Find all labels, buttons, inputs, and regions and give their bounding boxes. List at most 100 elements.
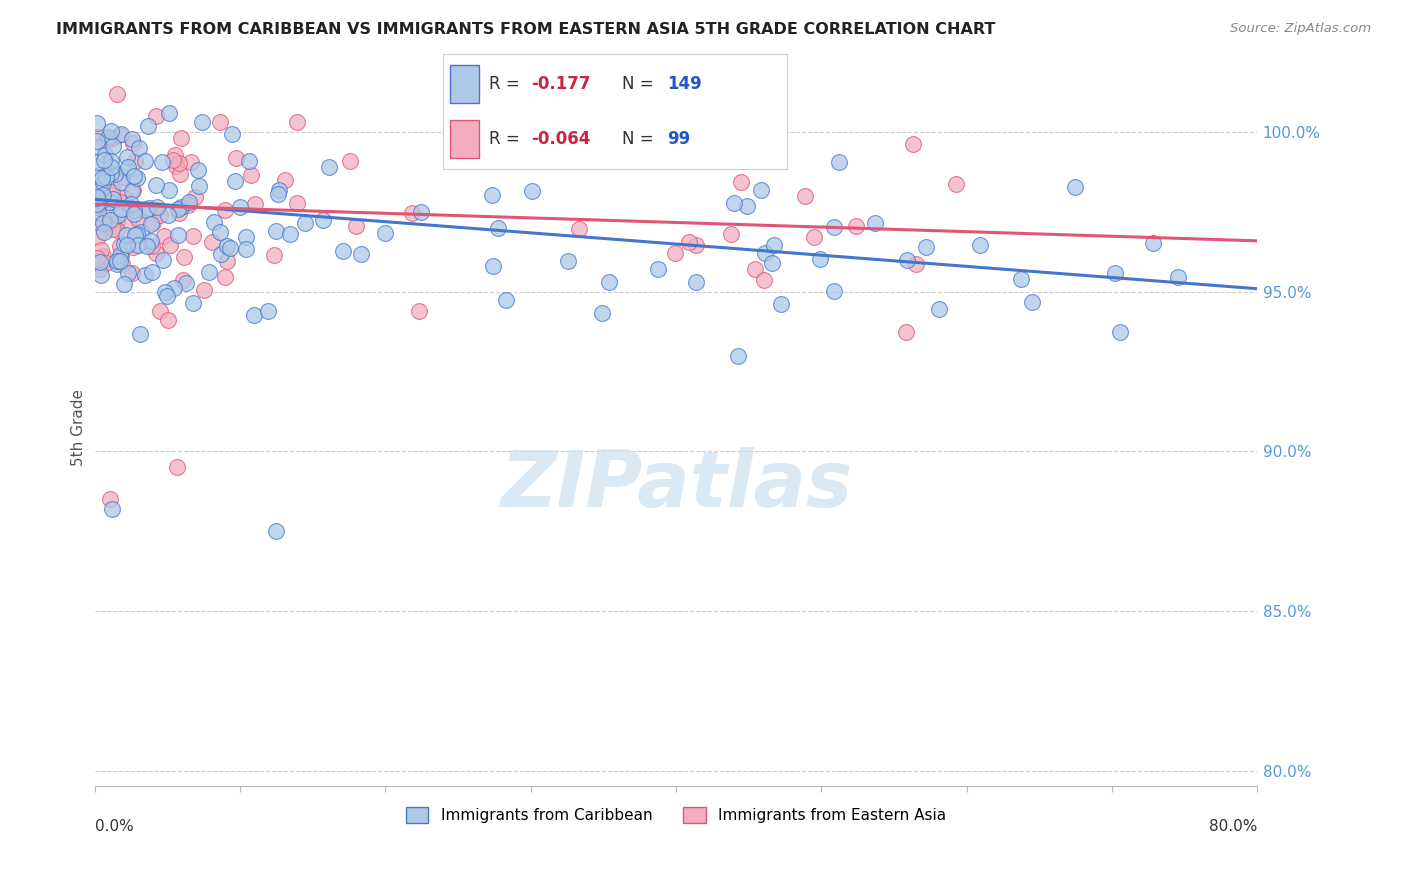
- Point: [86, 116, 108, 130]
- Point: [129, 225, 152, 239]
- Text: 0.0%: 0.0%: [94, 819, 134, 834]
- Point: [89, 255, 111, 269]
- Point: [149, 304, 172, 318]
- Point: [401, 206, 423, 220]
- Point: [157, 208, 180, 222]
- Point: [127, 212, 149, 227]
- Point: [134, 153, 156, 168]
- Point: [166, 460, 188, 475]
- Point: [737, 199, 759, 213]
- Point: [91, 216, 114, 230]
- Point: [945, 178, 967, 192]
- Point: [100, 124, 122, 138]
- Point: [969, 237, 991, 252]
- Point: [257, 304, 280, 318]
- Point: [108, 128, 131, 142]
- Point: [823, 219, 845, 234]
- Point: [159, 238, 181, 252]
- Point: [142, 215, 165, 229]
- Point: [122, 240, 145, 254]
- Point: [224, 174, 246, 188]
- Point: [1010, 271, 1032, 285]
- Point: [318, 160, 340, 174]
- Point: [91, 176, 114, 190]
- Point: [727, 349, 749, 363]
- Text: 80.0%: 80.0%: [1209, 819, 1257, 834]
- Point: [87, 168, 110, 182]
- Point: [287, 115, 309, 129]
- Point: [209, 225, 232, 239]
- Point: [679, 153, 702, 168]
- Point: [93, 153, 115, 167]
- Point: [828, 154, 851, 169]
- Point: [723, 196, 745, 211]
- Point: [901, 136, 924, 151]
- Point: [243, 197, 266, 211]
- Point: [685, 237, 707, 252]
- Point: [110, 248, 132, 262]
- Point: [145, 201, 167, 215]
- Point: [101, 179, 124, 194]
- Point: [90, 194, 112, 209]
- Point: [90, 243, 112, 257]
- Point: [176, 277, 198, 291]
- Point: [86, 191, 108, 205]
- Point: [128, 141, 150, 155]
- Point: [520, 184, 543, 198]
- Point: [121, 132, 143, 146]
- Point: [808, 252, 831, 266]
- Point: [97, 129, 120, 144]
- Point: [87, 181, 110, 195]
- Point: [108, 254, 131, 268]
- Point: [86, 134, 108, 148]
- Point: [173, 250, 195, 264]
- Point: [121, 136, 143, 150]
- Point: [481, 260, 503, 274]
- Point: [411, 205, 433, 219]
- Point: [408, 304, 430, 318]
- Point: [110, 175, 132, 189]
- Point: [214, 203, 236, 218]
- Point: [823, 284, 845, 298]
- Point: [264, 524, 287, 539]
- Point: [150, 154, 173, 169]
- Point: [141, 239, 163, 253]
- Point: [149, 207, 172, 221]
- Text: N =: N =: [621, 75, 654, 94]
- Point: [139, 234, 162, 248]
- Point: [264, 224, 287, 238]
- Point: [770, 296, 793, 310]
- Legend: Immigrants from Caribbean, Immigrants from Eastern Asia: Immigrants from Caribbean, Immigrants fr…: [399, 801, 952, 829]
- Point: [86, 197, 108, 211]
- Point: [110, 249, 132, 263]
- Point: [91, 188, 114, 202]
- Point: [598, 276, 620, 290]
- Point: [374, 226, 396, 240]
- Point: [312, 212, 335, 227]
- Point: [139, 217, 162, 231]
- Point: [274, 173, 297, 187]
- Point: [197, 265, 219, 279]
- Point: [110, 202, 132, 216]
- Point: [229, 200, 252, 214]
- FancyBboxPatch shape: [450, 65, 479, 103]
- Point: [104, 168, 127, 182]
- Y-axis label: 5th Grade: 5th Grade: [72, 389, 86, 466]
- Text: -0.177: -0.177: [530, 75, 591, 94]
- Point: [215, 239, 238, 253]
- Point: [176, 198, 198, 212]
- Point: [894, 325, 917, 339]
- Point: [124, 169, 146, 183]
- Point: [486, 220, 509, 235]
- Point: [105, 215, 128, 229]
- Point: [86, 155, 108, 169]
- Point: [94, 148, 117, 162]
- Point: [86, 130, 108, 145]
- Point: [112, 236, 135, 251]
- Point: [225, 151, 247, 165]
- Point: [763, 238, 786, 252]
- Point: [117, 266, 139, 280]
- Point: [183, 295, 205, 310]
- Point: [720, 227, 742, 241]
- Point: [127, 170, 149, 185]
